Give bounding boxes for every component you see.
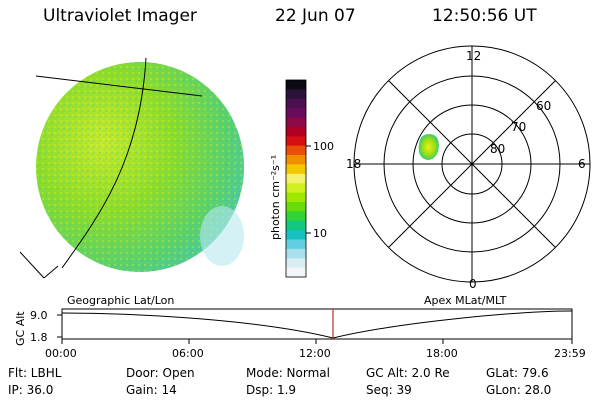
polar-plot: 12 18 6 0 80 70 60 <box>346 45 591 291</box>
colorbar-segment <box>286 248 306 259</box>
timeline-y-tick-label-1-8: 1.8 <box>30 331 48 344</box>
colorbar-segment <box>286 145 306 156</box>
image-date: 22 Jun 07 <box>275 6 356 26</box>
colorbar-frame <box>285 79 307 278</box>
timeline-frame <box>61 308 573 340</box>
mlt-label-6: 6 <box>578 157 586 171</box>
lat-label-60: 60 <box>536 99 551 113</box>
mlt-label-12: 12 <box>466 49 481 63</box>
timeline-y-axis-title: GC Alt <box>14 311 27 346</box>
mlt-label-0: 0 <box>469 277 477 291</box>
lat-label-80: 80 <box>490 142 505 156</box>
colorbar-tick-label-10: 10 <box>313 227 327 240</box>
colorbar-segment <box>286 267 306 278</box>
colorbar-segment <box>286 98 306 109</box>
lat-label-70: 70 <box>511 120 526 134</box>
info-glon: GLon: 28.0 <box>486 383 552 397</box>
colorbar-segment <box>286 211 306 222</box>
x-tick-label-2359: 23:59 <box>554 347 586 360</box>
colorbar-tick-label-100: 100 <box>313 140 334 153</box>
colorbar-segment <box>286 136 306 147</box>
mlt-label-18: 18 <box>346 157 361 171</box>
geo-longitude-line <box>61 57 147 269</box>
colorbar-segment <box>286 220 306 231</box>
colorbar-segment <box>286 258 306 269</box>
image-time: 12:50:56 UT <box>432 6 537 26</box>
colorbar-segment <box>286 89 306 100</box>
colorbar-segment <box>286 108 306 119</box>
info-glat: GLat: 79.6 <box>486 366 549 380</box>
x-tick-label-0600: 06:00 <box>172 347 204 360</box>
altitude-curve <box>61 310 573 339</box>
timeline-right-caption: Apex MLat/MLT <box>424 294 507 307</box>
timeline-y-tick-label-9: 9.0 <box>30 309 48 322</box>
info-dsp: Dsp: 1.9 <box>246 383 297 397</box>
geo-edge-line-a <box>19 251 45 279</box>
colorbar-segment <box>286 80 306 90</box>
geo-edge-line-b <box>43 265 59 279</box>
colorbar-segment <box>286 183 306 194</box>
colorbar-segment <box>286 126 306 137</box>
colorbar-segment <box>286 155 306 166</box>
earth-noise-texture <box>36 62 244 272</box>
colorbar-segment <box>286 201 306 212</box>
info-ip: IP: 36.0 <box>8 383 54 397</box>
colorbar-segment <box>286 239 306 250</box>
x-tick-label-1200: 12:00 <box>299 347 331 360</box>
altitude-timeline: GC Alt 9.0 1.8 Geographic Lat/Lon Apex M… <box>14 294 586 360</box>
geo-latitude-line <box>35 75 203 97</box>
polar-diagonal-b <box>388 80 556 248</box>
info-mode: Mode: Normal <box>246 366 330 380</box>
image-title: Ultraviolet Imager <box>43 6 197 26</box>
info-door: Door: Open <box>126 366 195 380</box>
info-seq: Seq: 39 <box>366 383 412 397</box>
x-tick-label-0000: 00:00 <box>45 347 77 360</box>
colorbar-segment <box>286 192 306 203</box>
aurora-patch <box>418 134 439 160</box>
info-filter: Flt: LBHL <box>8 366 62 380</box>
colorbar-segment <box>286 164 306 175</box>
colorbar-unit-label: photon cm⁻²s⁻¹ <box>269 155 282 240</box>
colorbar <box>286 80 306 278</box>
earth-image <box>19 57 244 279</box>
colorbar-segment <box>286 230 306 241</box>
earth-limb-glow <box>200 206 244 266</box>
x-tick-label-1800: 18:00 <box>426 347 458 360</box>
info-gain: Gain: 14 <box>126 383 177 397</box>
colorbar-segment <box>286 173 306 184</box>
timeline-left-caption: Geographic Lat/Lon <box>67 294 174 307</box>
info-gc-alt: GC Alt: 2.0 Re <box>366 366 450 380</box>
colorbar-segment <box>286 117 306 128</box>
